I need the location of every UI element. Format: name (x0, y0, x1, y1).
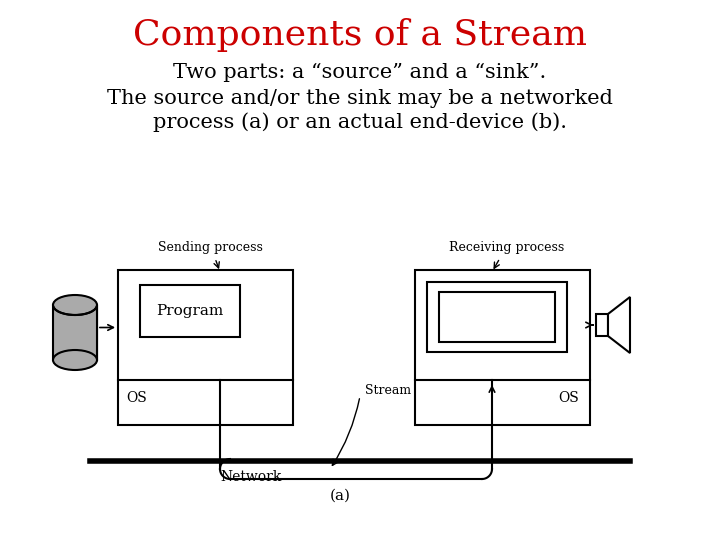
Text: Program: Program (156, 304, 224, 318)
Bar (118, 270, 293, 425)
Text: Sending process: Sending process (158, 241, 262, 254)
Bar (596, 314, 608, 336)
Ellipse shape (53, 350, 97, 370)
Bar (140, 285, 240, 337)
Bar (415, 270, 590, 425)
Text: OS: OS (558, 391, 579, 405)
Text: Two parts: a “source” and a “sink”.: Two parts: a “source” and a “sink”. (174, 63, 546, 82)
Text: The source and/or the sink may be a networked: The source and/or the sink may be a netw… (107, 89, 613, 107)
Ellipse shape (53, 295, 97, 315)
Text: (a): (a) (330, 489, 351, 503)
Text: Stream: Stream (365, 383, 411, 396)
Bar (439, 292, 555, 342)
Text: Network: Network (220, 470, 282, 484)
Text: process (a) or an actual end-device (b).: process (a) or an actual end-device (b). (153, 112, 567, 132)
Text: Receiving process: Receiving process (449, 241, 564, 254)
Bar (427, 282, 567, 352)
Polygon shape (608, 297, 630, 353)
Text: Components of a Stream: Components of a Stream (133, 18, 587, 52)
Text: OS: OS (126, 391, 147, 405)
